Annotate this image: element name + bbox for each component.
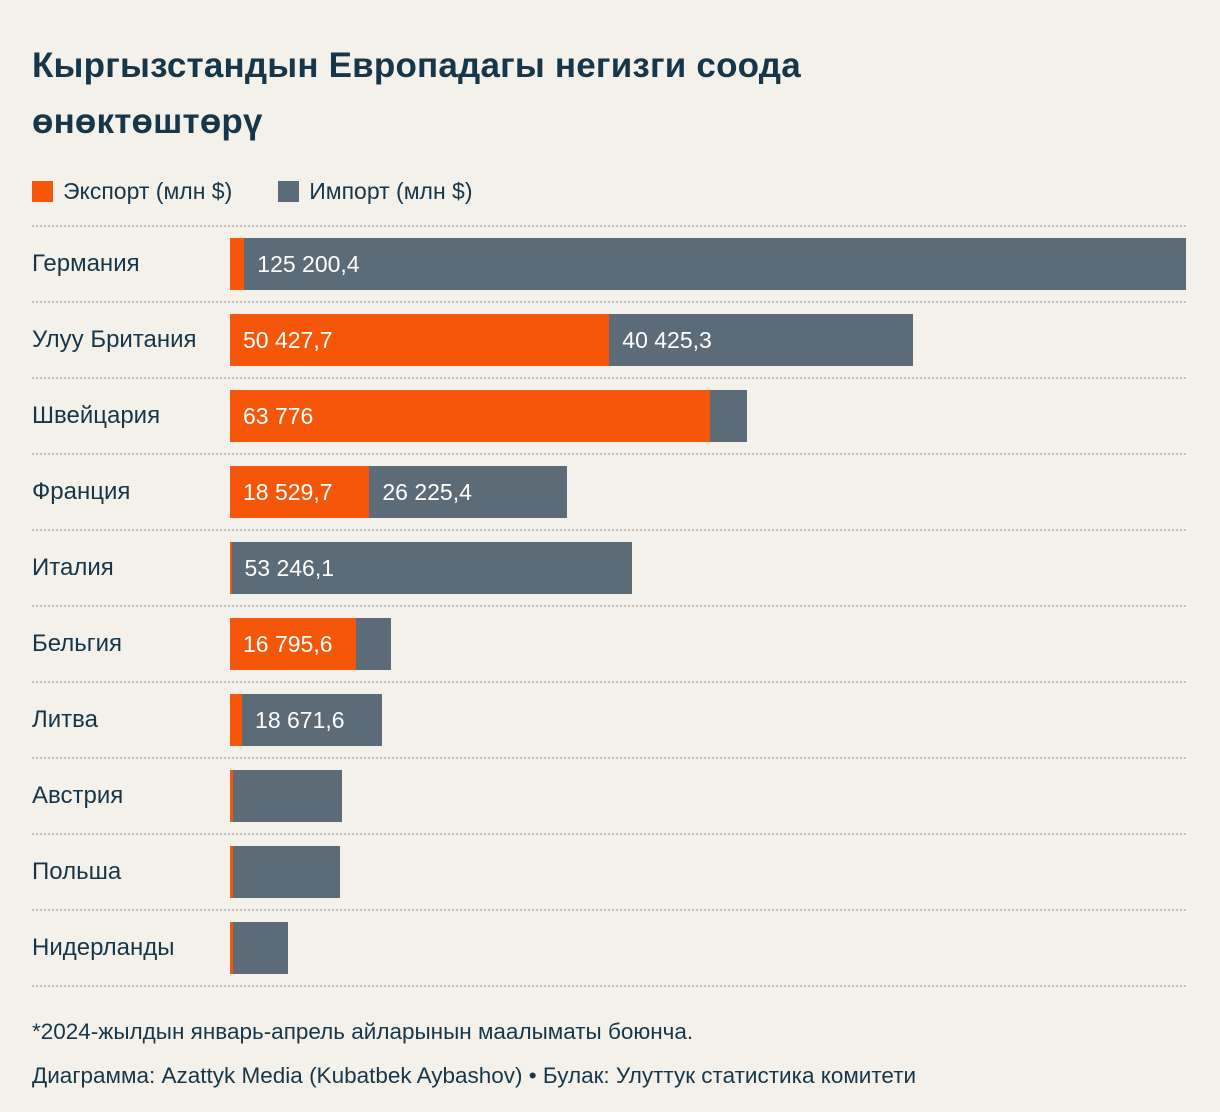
country-label: Германия bbox=[32, 250, 140, 277]
import-value-label: 18 671,6 bbox=[255, 706, 345, 733]
export-bar bbox=[230, 694, 243, 746]
export-value-label: 18 529,7 bbox=[243, 478, 333, 505]
bar-track: 50 427,7 40 425,3 bbox=[230, 314, 1186, 366]
export-bar: 50 427,7 bbox=[230, 314, 610, 366]
bar-track bbox=[230, 922, 1186, 974]
footnote: *2024-жылдын январь-апрель айларынын маа… bbox=[32, 1019, 694, 1044]
bar-track: 53 246,1 bbox=[230, 542, 1186, 594]
country-label: Бельгия bbox=[32, 630, 122, 657]
chart-row: Франция 18 529,7 26 225,4 bbox=[32, 453, 1186, 529]
export-swatch-icon bbox=[32, 181, 53, 202]
chart-row: Швейцария 63 776 bbox=[32, 377, 1186, 453]
export-bar: 63 776 bbox=[230, 390, 710, 442]
chart-row: Нидерланды bbox=[32, 909, 1186, 985]
import-bar: 40 425,3 bbox=[609, 314, 914, 366]
chart-row: Германия 125 200,4 bbox=[32, 225, 1186, 301]
export-value-label: 50 427,7 bbox=[243, 326, 333, 353]
chart-row: Бельгия 16 795,6 bbox=[32, 605, 1186, 681]
import-value-label: 26 225,4 bbox=[382, 478, 472, 505]
export-bar bbox=[230, 770, 233, 822]
import-bar: 18 671,6 bbox=[242, 694, 383, 746]
bar-track: 16 795,6 bbox=[230, 618, 1186, 670]
country-label: Франция bbox=[32, 478, 131, 505]
export-value-label: 16 795,6 bbox=[243, 630, 333, 657]
export-value-label: 63 776 bbox=[243, 402, 314, 429]
chart-row: Италия 53 246,1 bbox=[32, 529, 1186, 605]
export-bar: 18 529,7 bbox=[230, 466, 370, 518]
import-bar: 125 200,4 bbox=[244, 238, 1186, 290]
legend-item-import: Импорт (млн $) bbox=[278, 178, 473, 205]
bar-track: 18 671,6 bbox=[230, 694, 1186, 746]
country-label: Литва bbox=[32, 706, 98, 733]
export-bar bbox=[230, 238, 245, 290]
country-label: Польша bbox=[32, 858, 122, 885]
import-value-label: 53 246,1 bbox=[244, 554, 335, 581]
import-bar bbox=[232, 770, 343, 822]
bar-track: 125 200,4 bbox=[230, 238, 1186, 290]
legend: Экспорт (млн $) Импорт (млн $) bbox=[32, 178, 1186, 205]
export-bar bbox=[230, 846, 233, 898]
chart-row: Улуу Британия 50 427,7 40 425,3 bbox=[32, 301, 1186, 377]
bar-track: 18 529,7 26 225,4 bbox=[230, 466, 1186, 518]
legend-export-label: Экспорт (млн $) bbox=[63, 178, 233, 204]
chart-row: Польша bbox=[32, 833, 1186, 909]
import-bar bbox=[232, 922, 289, 974]
bar-track bbox=[230, 770, 1186, 822]
import-swatch-icon bbox=[278, 181, 300, 202]
import-bar: 53 246,1 bbox=[231, 542, 632, 594]
country-label: Улуу Британия bbox=[32, 326, 197, 353]
import-bar: 26 225,4 bbox=[369, 466, 567, 518]
import-bar bbox=[232, 846, 341, 898]
import-value-label: 125 200,4 bbox=[257, 250, 360, 277]
chart-row: Литва 18 671,6 bbox=[32, 681, 1186, 757]
chart-row: Австрия bbox=[32, 757, 1186, 833]
export-bar bbox=[230, 922, 233, 974]
country-label: Нидерланды bbox=[32, 934, 175, 961]
country-label: Швейцария bbox=[32, 402, 161, 429]
bar-track: 63 776 bbox=[230, 390, 1186, 442]
country-label: Италия bbox=[32, 554, 114, 581]
import-bar bbox=[709, 390, 748, 442]
credit-line: Диаграмма: Azattyk Media (Kubatbek Aybas… bbox=[32, 1063, 917, 1088]
import-bar bbox=[356, 618, 392, 670]
chart-rows: Германия 125 200,4 Улуу Британия 50 427,… bbox=[32, 225, 1186, 987]
page-title: Кыргызстандын Европадагы негизги соода ө… bbox=[32, 46, 801, 141]
legend-import-label: Импорт (млн $) bbox=[309, 178, 473, 204]
import-value-label: 40 425,3 bbox=[622, 326, 712, 353]
legend-item-export: Экспорт (млн $) bbox=[32, 178, 232, 205]
bar-track bbox=[230, 846, 1186, 898]
export-bar bbox=[230, 542, 232, 594]
country-label: Австрия bbox=[32, 782, 124, 809]
export-bar: 16 795,6 bbox=[230, 618, 357, 670]
